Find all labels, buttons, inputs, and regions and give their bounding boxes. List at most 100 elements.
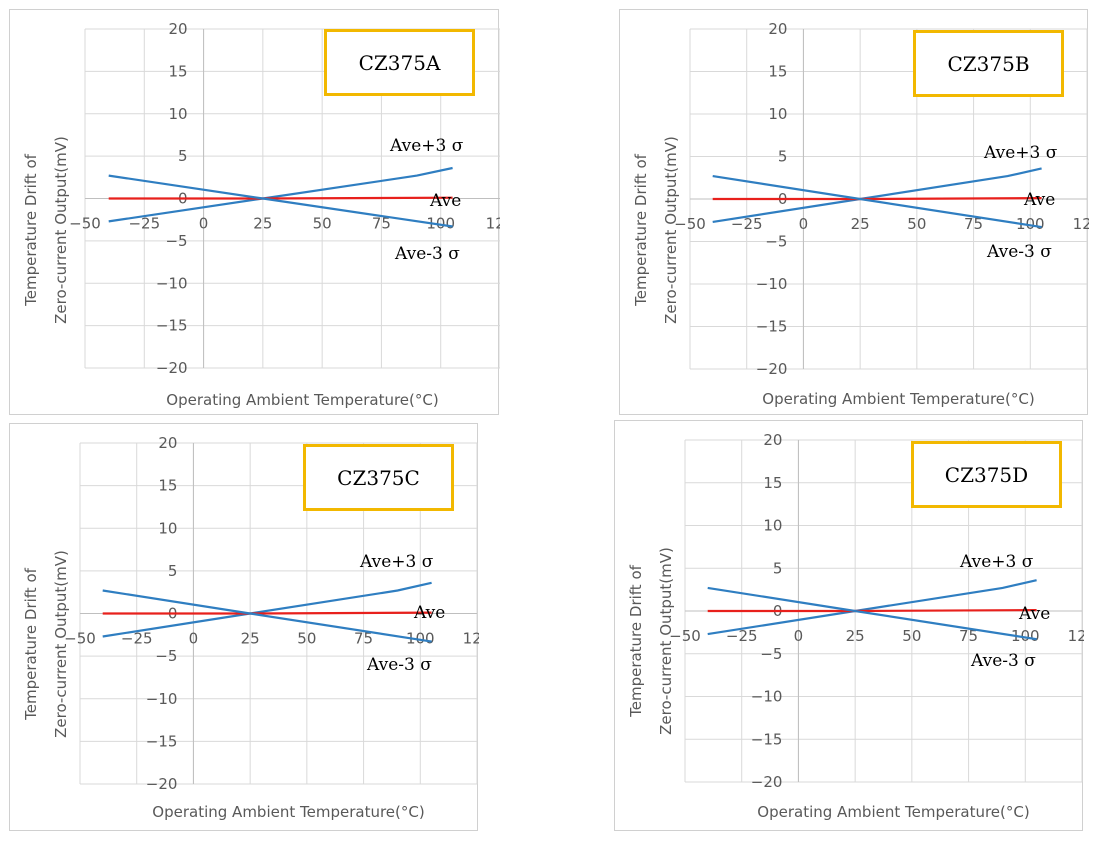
series-label: Ave+3 σ — [359, 552, 434, 572]
series-line-2 — [707, 586, 1037, 641]
x-tick-label: 50 — [902, 627, 921, 645]
y-tick-label: 5 — [778, 148, 788, 166]
y-tick-label: 20 — [158, 434, 177, 452]
y-tick-label: −5 — [760, 645, 782, 663]
series-label: Ave-3 σ — [970, 651, 1036, 671]
series-line-1 — [108, 196, 453, 200]
y-tick-label: −5 — [155, 647, 177, 665]
y-tick-label: −10 — [156, 274, 188, 292]
x-tick-label: −50 — [674, 215, 706, 233]
y-axis-title: Temperature Drift of — [632, 153, 650, 307]
y-tick-label: 20 — [768, 20, 787, 38]
y-tick-label: −5 — [765, 233, 787, 251]
series-line-1 — [712, 197, 1042, 201]
x-tick-label: 0 — [199, 215, 209, 233]
x-tick-label: 75 — [372, 215, 391, 233]
y-tick-label: −10 — [756, 275, 788, 293]
y-tick-label: 10 — [168, 105, 187, 123]
chart-panel-b: 20151050−5−10−15−20−50−250255075100125Av… — [619, 9, 1089, 415]
y-tick-label: 5 — [773, 559, 783, 577]
y-axis-title: Zero-current Output(mV) — [662, 136, 680, 324]
series-label: Ave+3 σ — [983, 143, 1058, 163]
x-axis-title: Operating Ambient Temperature(°C) — [762, 390, 1034, 408]
x-tick-label: 125 — [463, 630, 479, 648]
x-tick-label: 100 — [426, 215, 455, 233]
x-tick-label: −25 — [726, 627, 758, 645]
y-tick-label: 5 — [168, 562, 178, 580]
x-tick-label: 25 — [846, 627, 865, 645]
x-tick-label: 25 — [241, 630, 260, 648]
x-tick-label: −25 — [121, 630, 153, 648]
x-tick-label: −50 — [64, 630, 96, 648]
x-tick-label: 125 — [1068, 627, 1084, 645]
x-tick-label: −50 — [69, 215, 101, 233]
series-label: Ave+3 σ — [389, 136, 464, 156]
y-tick-label: 10 — [763, 517, 782, 535]
y-tick-label: 10 — [768, 105, 787, 123]
y-tick-label: −15 — [146, 732, 178, 750]
series-line-0 — [108, 166, 453, 223]
y-axis-title: Zero-current Output(mV) — [52, 136, 70, 324]
x-tick-label: −50 — [669, 627, 701, 645]
series-label: Ave-3 σ — [986, 242, 1052, 262]
x-tick-label: 125 — [1073, 215, 1089, 233]
chart-svg-b: 20151050−5−10−15−20−50−250255075100125Av… — [632, 20, 1089, 408]
y-tick-label: 15 — [763, 474, 782, 492]
x-tick-label: −25 — [731, 215, 763, 233]
chart-panel-d: 20151050−5−10−15−20−50−250255075100125Av… — [614, 420, 1084, 831]
x-tick-label: 75 — [959, 627, 978, 645]
y-tick-label: −15 — [156, 317, 188, 335]
x-tick-label: 0 — [799, 215, 809, 233]
series-line-2 — [108, 174, 453, 228]
x-tick-label: 75 — [964, 215, 983, 233]
y-tick-label: −15 — [751, 730, 783, 748]
y-axis-title: Temperature Drift of — [22, 153, 40, 307]
model-label-box: CZ375D — [911, 441, 1062, 508]
x-axis-title: Operating Ambient Temperature(°C) — [152, 803, 424, 821]
series-label: Ave — [413, 603, 445, 623]
series-label: Ave — [1023, 190, 1055, 210]
chart-panel-c: 20151050−5−10−15−20−50−250255075100125Av… — [9, 423, 479, 831]
chart-svg-c: 20151050−5−10−15−20−50−250255075100125Av… — [22, 434, 479, 821]
x-axis-title: Operating Ambient Temperature(°C) — [757, 803, 1029, 821]
y-tick-label: −20 — [756, 360, 788, 378]
x-tick-label: 0 — [189, 630, 199, 648]
y-tick-label: −20 — [751, 773, 783, 791]
series-line-0 — [707, 579, 1037, 636]
x-tick-label: 50 — [313, 215, 332, 233]
y-tick-label: 20 — [168, 20, 187, 38]
y-tick-label: −20 — [146, 775, 178, 793]
series-line-0 — [102, 581, 432, 638]
x-axis-title: Operating Ambient Temperature(°C) — [166, 391, 438, 409]
y-tick-label: −10 — [751, 688, 783, 706]
model-label-box: CZ375A — [324, 29, 475, 96]
x-tick-label: 0 — [794, 627, 804, 645]
model-label-box: CZ375B — [913, 30, 1064, 97]
x-tick-label: 100 — [406, 630, 435, 648]
x-tick-label: 25 — [253, 215, 272, 233]
y-tick-label: −15 — [756, 318, 788, 336]
x-tick-label: −25 — [128, 215, 160, 233]
x-tick-label: 100 — [1016, 215, 1045, 233]
series-label: Ave — [1018, 604, 1050, 624]
y-tick-label: 10 — [158, 519, 177, 537]
y-tick-label: 5 — [178, 147, 188, 165]
y-tick-label: −20 — [156, 359, 188, 377]
series-label: Ave-3 σ — [366, 655, 432, 675]
series-line-0 — [712, 167, 1042, 223]
series-label: Ave — [429, 191, 461, 211]
series-line-1 — [707, 609, 1037, 613]
y-axis-title: Zero-current Output(mV) — [657, 547, 675, 735]
y-tick-label: 15 — [158, 477, 177, 495]
y-tick-label: 15 — [168, 62, 187, 80]
series-label: Ave+3 σ — [959, 552, 1034, 572]
y-axis-title: Temperature Drift of — [22, 567, 40, 721]
series-line-2 — [102, 589, 432, 643]
chart-panel-a: 20151050−5−10−15−20−50−250255075100125Av… — [9, 9, 500, 415]
y-tick-label: −10 — [146, 690, 178, 708]
series-line-1 — [102, 611, 432, 615]
x-tick-label: 125 — [486, 215, 500, 233]
x-tick-label: 75 — [354, 630, 373, 648]
y-tick-label: 15 — [768, 63, 787, 81]
x-tick-label: 50 — [297, 630, 316, 648]
